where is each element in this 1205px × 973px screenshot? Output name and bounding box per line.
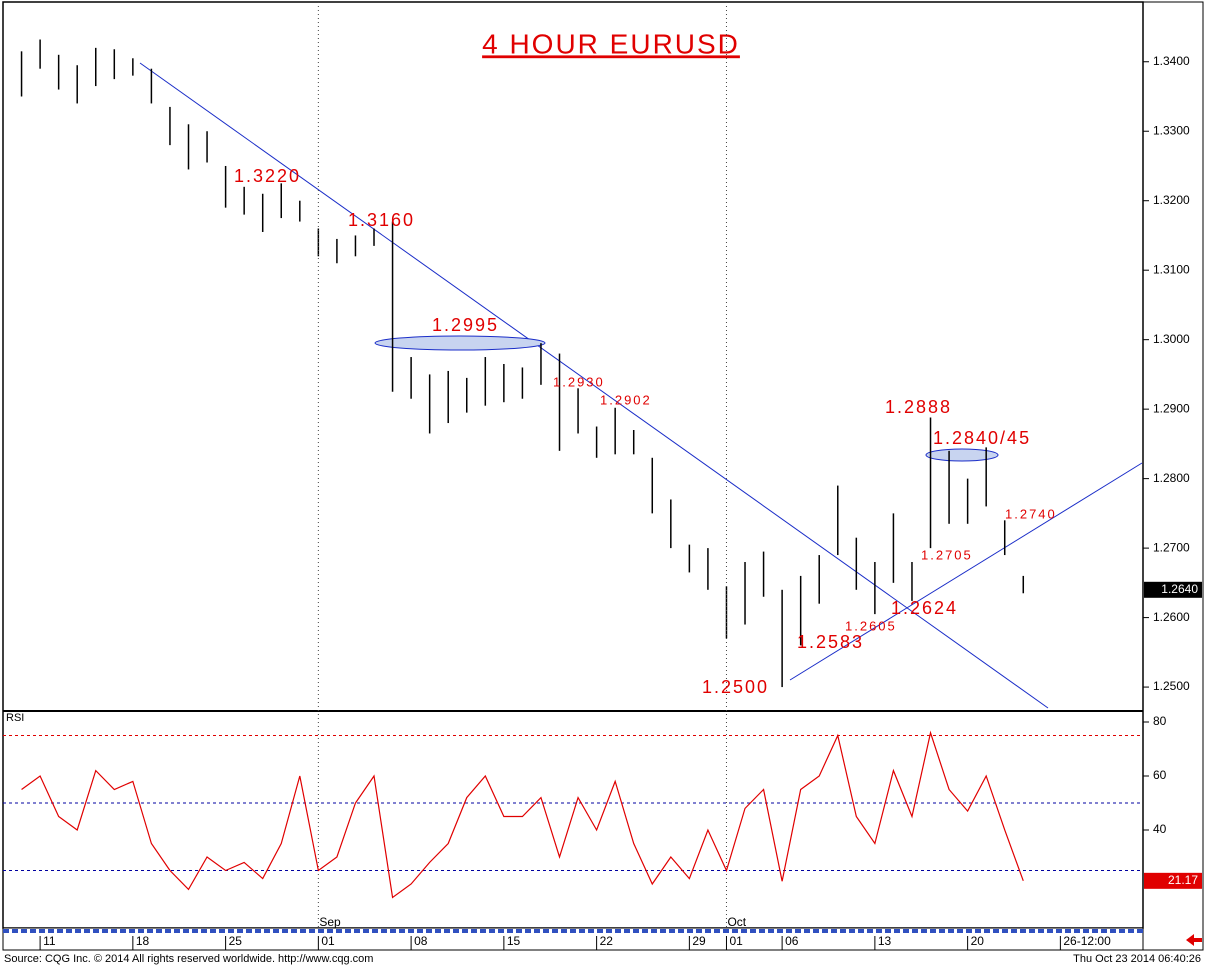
annotation: 1.2624 <box>891 598 958 618</box>
annotation: 1.2930 <box>553 374 605 389</box>
source: Source: CQG Inc. © 2014 All rights reser… <box>4 953 373 965</box>
y-tick-label: 1.2800 <box>1153 471 1190 485</box>
annotation: 1.2902 <box>600 392 652 407</box>
downtrend-line <box>139 62 1049 709</box>
y-tick-label: 1.3300 <box>1153 123 1190 137</box>
x-tick-label: 20 <box>971 934 985 948</box>
annotation: 1.2995 <box>432 315 499 335</box>
annotation: 1.2605 <box>845 618 897 633</box>
y-tick-label: 1.2600 <box>1153 610 1190 624</box>
x-tick-label: 06 <box>785 934 799 948</box>
y-tick-label: 1.3200 <box>1153 193 1190 207</box>
annotation: 1.2583 <box>797 632 864 652</box>
annotation: 1.2705 <box>921 547 973 562</box>
y-tick-label: 1.3400 <box>1153 54 1190 68</box>
x-tick-label: 29 <box>692 934 706 948</box>
last-value-label: 1.2640 <box>1161 582 1198 596</box>
last-value-box <box>1144 581 1202 598</box>
x-tick-label: 01 <box>321 934 335 948</box>
annotation: 1.3160 <box>348 210 415 230</box>
y-tick-label: 1.2500 <box>1153 679 1190 693</box>
x-tick-label: 26-12:00 <box>1063 934 1111 948</box>
x-tick-label: 15 <box>507 934 521 948</box>
month-label: Oct <box>727 915 746 929</box>
last-value-label: 21.17 <box>1168 873 1198 887</box>
last-value-box <box>1144 872 1202 889</box>
zone-2 <box>925 448 999 462</box>
x-tick-label: 13 <box>878 934 892 948</box>
x-tick-label: 11 <box>43 934 56 948</box>
y-tick-label: 40 <box>1153 822 1167 836</box>
uptrend-line <box>789 462 1143 681</box>
axis-frame <box>1142 1 1204 951</box>
y-tick-label: 1.2700 <box>1153 540 1190 554</box>
annotation: 1.2500 <box>702 677 769 697</box>
date-axis <box>2 927 1144 951</box>
rsi-title: RSI <box>6 712 24 724</box>
x-tick-label: 25 <box>229 934 243 948</box>
y-tick-label: 60 <box>1153 768 1167 782</box>
annotation: 1.2840/45 <box>933 428 1031 448</box>
y-tick-label: 80 <box>1153 714 1167 728</box>
x-tick-label: 18 <box>136 934 150 948</box>
x-tick-label: 22 <box>600 934 614 948</box>
chart-title: 4 HOUR EURUSD <box>482 28 740 59</box>
y-tick-label: 1.3000 <box>1153 332 1190 346</box>
annotation: 1.2888 <box>885 397 952 417</box>
y-tick-label: 1.3100 <box>1153 262 1190 276</box>
scroll-arrow[interactable] <box>1186 934 1202 946</box>
x-tick-label: 01 <box>729 934 743 948</box>
timestamp: Thu Oct 23 2014 06:40:26 <box>1073 953 1201 965</box>
y-tick-label: 1.2900 <box>1153 401 1190 415</box>
zone-1 <box>374 335 546 351</box>
rsi-line <box>21 730 1024 899</box>
month-label: Sep <box>319 915 341 929</box>
annotation: 1.3220 <box>234 166 301 186</box>
annotation: 1.2740 <box>1005 506 1057 521</box>
x-tick-label: 08 <box>414 934 428 948</box>
